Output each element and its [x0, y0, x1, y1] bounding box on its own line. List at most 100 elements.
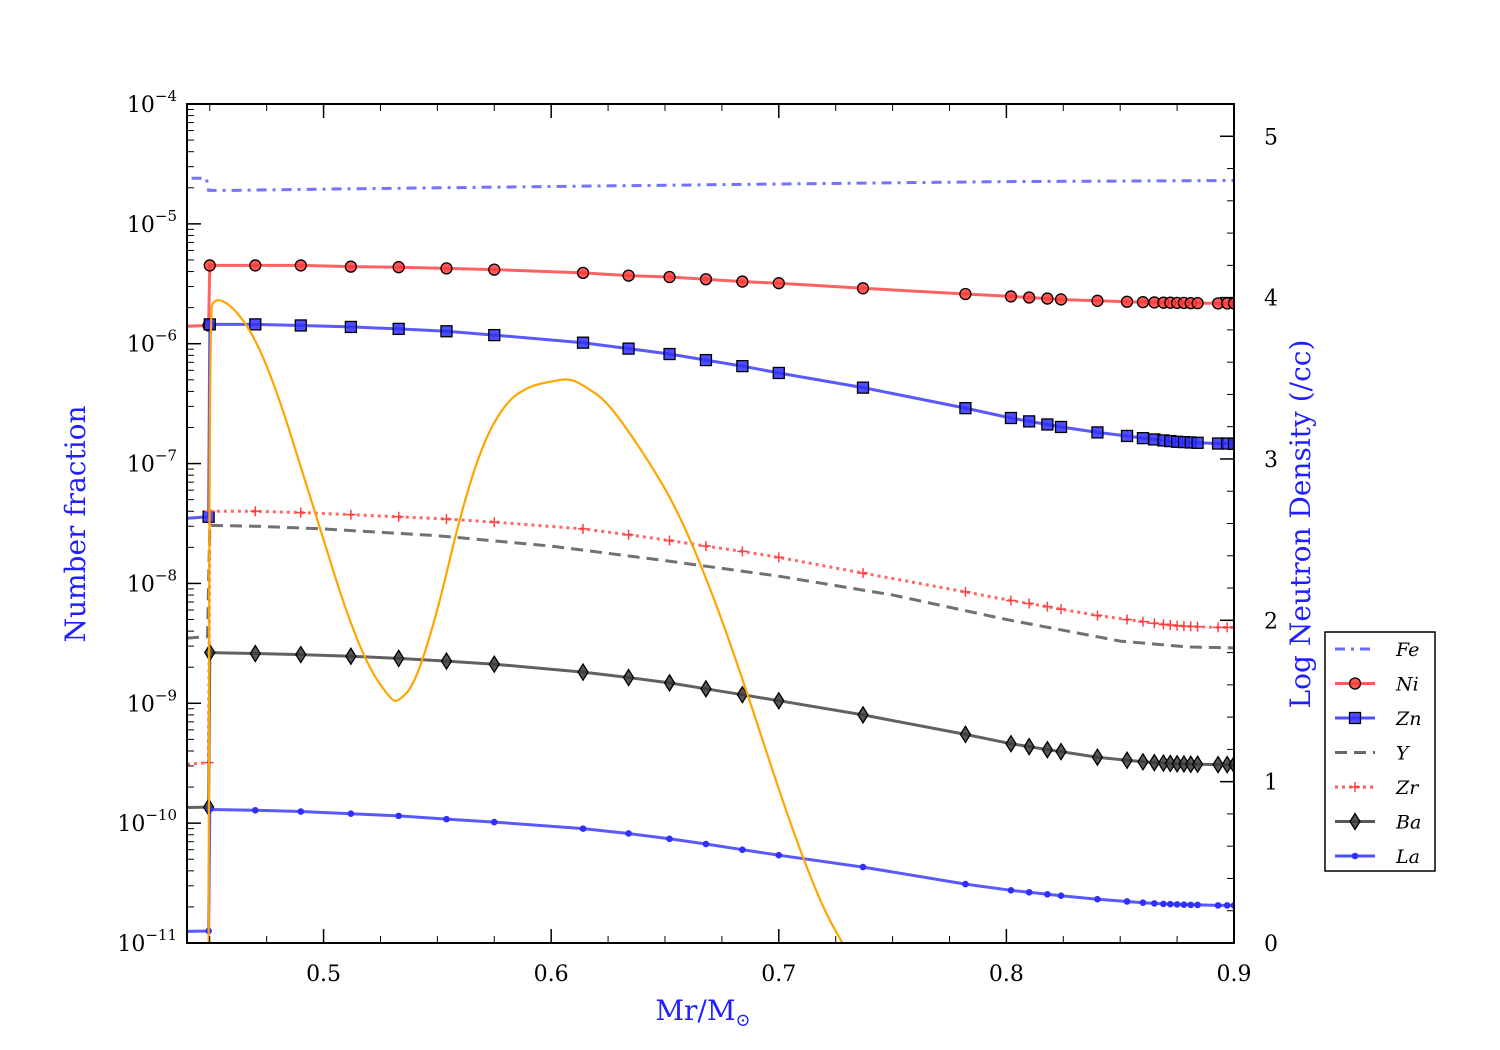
point-zr	[737, 546, 748, 557]
point-la	[1223, 902, 1231, 909]
x-tick-label: 0.5	[306, 962, 341, 987]
x-tick-label: 0.7	[761, 962, 796, 987]
point-la	[739, 846, 746, 854]
y-tick-exponent: −9	[155, 686, 177, 704]
point-ni	[440, 262, 453, 275]
point-zn	[856, 381, 870, 394]
legend: Fe Ni Zn Y Zr Ba La	[1324, 631, 1436, 872]
point-la	[1025, 888, 1033, 896]
point-zr	[623, 529, 634, 540]
y2-axis-title: Log Neutron Density (/cc)	[1284, 340, 1317, 709]
point-zn	[1120, 429, 1134, 443]
y2-tick-label: 3	[1264, 448, 1278, 473]
y-tick-exponent: −8	[155, 566, 177, 584]
point-zr	[345, 509, 356, 520]
y-tick-label: 10−8	[127, 566, 177, 597]
point-ba	[249, 644, 262, 663]
y-axis-title: Number fraction	[59, 405, 92, 642]
point-zn	[663, 347, 676, 361]
point-ni	[1041, 292, 1054, 305]
point-ni	[1227, 297, 1234, 310]
point-ni	[203, 259, 216, 272]
point-zr	[1149, 618, 1160, 629]
point-zn	[1227, 437, 1234, 451]
series-y	[187, 523, 1234, 650]
point-zr	[960, 586, 971, 597]
x-axis-title: Mr/M⊙	[655, 994, 750, 1031]
point-ni	[699, 273, 713, 286]
legend-label-ba: Ba	[1395, 812, 1421, 834]
legend-entry-zr: Zr	[1335, 777, 1420, 799]
point-zn	[576, 336, 590, 349]
point-zr	[664, 535, 675, 546]
legend-label-la: La	[1395, 846, 1420, 868]
point-ba	[1137, 752, 1149, 772]
point-la	[1007, 887, 1015, 894]
point-zn	[249, 318, 262, 331]
point-ni	[622, 269, 635, 282]
point-ni	[663, 270, 676, 284]
legend-entry-la: La	[1335, 846, 1420, 868]
point-la	[625, 830, 632, 837]
series-fe	[191, 176, 1234, 192]
y2-tick-label: 2	[1264, 609, 1278, 634]
y-tick-base: 10	[117, 812, 145, 837]
series-zr	[187, 506, 1234, 768]
point-la	[1151, 900, 1158, 907]
point-la	[1160, 900, 1167, 908]
y-tick-exponent: −5	[155, 207, 177, 225]
point-ba	[295, 645, 307, 664]
tick-labels-layer: 0.5 0.6 0.7 0.8 0.910−410−510−610−710−810−91…	[117, 87, 1278, 987]
point-la	[1139, 899, 1147, 906]
series-layer	[187, 176, 1234, 943]
point-ba	[857, 705, 869, 725]
point-la	[395, 812, 402, 820]
y-tick-base: 10	[127, 93, 155, 118]
x-tick-label: 0.9	[1217, 962, 1252, 987]
y-tick-label: 10−9	[127, 686, 177, 717]
point-ni	[856, 282, 870, 295]
point-ba	[1023, 737, 1035, 756]
point-zr	[1122, 614, 1133, 625]
point-zr	[1213, 622, 1224, 633]
point-la	[1187, 901, 1195, 909]
y-tick-label: 10−6	[127, 327, 177, 358]
point-zn	[699, 353, 713, 367]
point-la	[962, 880, 969, 888]
y2-tick-label: 4	[1264, 287, 1278, 312]
point-zr	[1024, 598, 1035, 609]
point-ba	[392, 649, 405, 668]
point-zn	[1041, 418, 1054, 431]
point-zn	[959, 401, 972, 415]
series-zn	[187, 318, 1234, 523]
point-la	[1166, 900, 1174, 908]
legend-entry-y: Y	[1335, 743, 1411, 765]
point-la	[297, 808, 305, 815]
point-zr	[295, 507, 306, 518]
legend-label-y: Y	[1396, 743, 1411, 765]
legend-marker-zn	[1348, 711, 1362, 725]
point-la	[1173, 901, 1181, 908]
x-tick-label: 0.6	[534, 962, 569, 987]
point-ba	[1005, 734, 1017, 753]
point-ni	[294, 259, 307, 272]
y-tick-exponent: −7	[155, 447, 177, 465]
point-zn	[440, 325, 453, 338]
legend-marker-ba	[1349, 812, 1361, 831]
x-tick-label: 0.8	[989, 962, 1024, 987]
point-ba	[577, 662, 589, 682]
point-la	[1044, 890, 1051, 898]
point-la	[1057, 892, 1065, 900]
series-ba	[187, 643, 1234, 817]
point-ba	[622, 668, 635, 687]
point-la	[702, 840, 710, 848]
y-tick-label: 10−11	[117, 926, 177, 957]
y-tick-exponent: −4	[155, 87, 177, 105]
point-la	[579, 825, 587, 832]
point-la	[1180, 901, 1188, 908]
point-ni	[392, 261, 405, 274]
legend-label-zn: Zn	[1395, 708, 1421, 730]
point-zn	[1191, 436, 1204, 449]
point-ni	[1120, 295, 1134, 308]
y-tick-exponent: −10	[145, 806, 177, 824]
